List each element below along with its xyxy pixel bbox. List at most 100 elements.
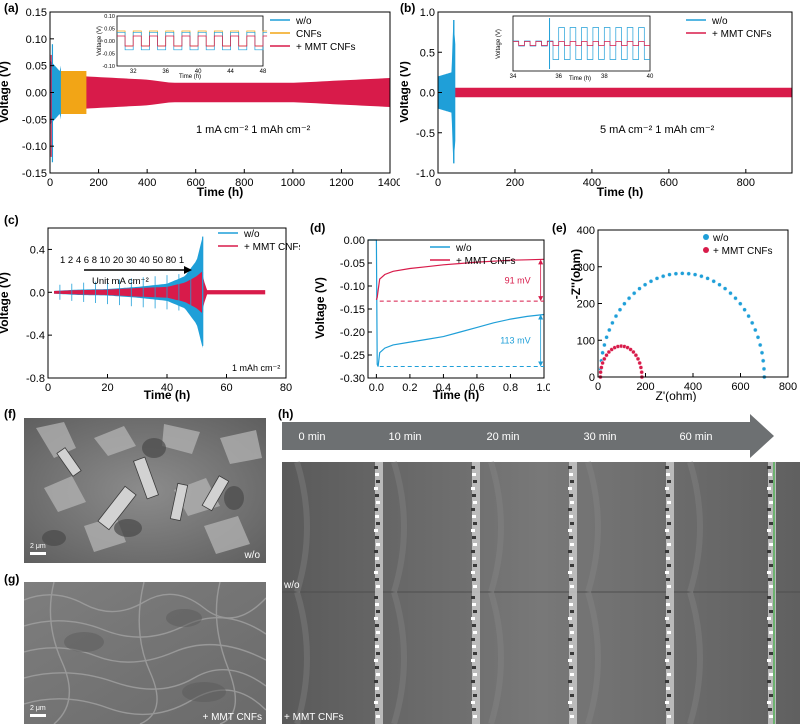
- panel-h-dendrite-speck: [768, 687, 772, 690]
- panel-c-unit-label: Unit mA cm⁻²: [92, 276, 149, 287]
- panel-h-dendrite-speck: [767, 508, 771, 511]
- panel-h-dendrite-speck: [471, 487, 475, 490]
- panel-d-xlabel: Time (h): [433, 388, 479, 402]
- panel-d-legend-label: w/o: [455, 243, 472, 254]
- panel-h-dendrite-speck: [767, 680, 771, 683]
- panel-h-band-shade: [585, 591, 601, 724]
- panel-g-scale-bar: [30, 714, 46, 717]
- panel-h-dendrite-speck: [376, 480, 380, 483]
- panel-h-dendrite-speck: [665, 659, 669, 662]
- panel-a-ytick-label: 0.10: [26, 34, 47, 46]
- panel-h-dendrite-speck: [473, 694, 477, 697]
- panel-e-point-mmt: [602, 356, 607, 362]
- panel-h-time-label: 20 min: [486, 431, 519, 443]
- panel-e-point-wo: [660, 273, 666, 279]
- panel-h-dendrite-speck: [667, 585, 671, 588]
- panel-h-dendrite-speck: [767, 659, 771, 662]
- panel-d-ylabel: Voltage (V): [313, 277, 327, 339]
- panel-h-time-labels: 0 min 10 min 20 min 30 min 60 min: [299, 431, 713, 443]
- panel-d-legend-label: + MMT CNFs: [456, 256, 516, 267]
- panel-e-ytick-label: 0: [589, 372, 595, 384]
- panel-h-dendrite-speck: [568, 701, 572, 704]
- panel-g-sample-label: + MMT CNFs: [202, 712, 262, 723]
- panel-h-dendrite-speck: [568, 680, 572, 683]
- panel-e-point-wo: [749, 320, 755, 326]
- panel-h-dendrite-speck: [374, 529, 378, 532]
- panel-b-legend-label: + MMT CNFs: [712, 29, 772, 40]
- panel-e-xlabel: Z'(ohm): [656, 389, 697, 402]
- panel-d-xtick-label: 0.4: [436, 382, 451, 394]
- panel-d-series-mmt: [375, 258, 545, 300]
- panel-e-point-wo: [680, 271, 685, 276]
- panel-h-dendrite-speck: [472, 687, 476, 690]
- panel-h-dendrite-speck: [472, 578, 476, 581]
- panel-h-dendrite-speck: [376, 673, 380, 676]
- panel-a-legend-label: CNFs: [296, 29, 322, 40]
- panel-e-point-wo: [642, 282, 648, 287]
- panel-h-dendrite-speck: [472, 557, 476, 560]
- panel-e-point-wo: [610, 320, 615, 326]
- panel-d-delta-label: 91 mV: [505, 275, 531, 285]
- panel-b-ytick-label: -0.5: [416, 128, 435, 140]
- panel-h-dendrite-speck: [666, 624, 670, 627]
- panel-h-dendrite-speck: [769, 480, 773, 483]
- panel-h-dendrite-speck: [473, 585, 477, 588]
- panel-c-xtick-label: 40: [161, 382, 173, 394]
- panel-a-ytick-label: 0.00: [26, 88, 47, 100]
- panel-a-series-mmtcnfs: [50, 75, 390, 110]
- panel-e-point-wo: [753, 327, 758, 333]
- panel-h-dendrite-speck: [665, 638, 669, 641]
- panel-h-dendrite-speck: [769, 631, 773, 634]
- panel-e-xtick-label: 600: [731, 381, 749, 393]
- panel-h-dendrite-speck: [374, 487, 378, 490]
- panel-h-dendrite-speck: [665, 701, 669, 704]
- panel-h-dendrite-speck: [374, 550, 378, 553]
- panel-a-inset-xtick: 32: [130, 69, 137, 75]
- panel-h-frames: [294, 461, 776, 724]
- panel-e-point-mmt: [604, 352, 609, 358]
- panel-a-inset-ytick: -0.05: [102, 52, 115, 58]
- panel-h-time-arrow: [282, 414, 774, 458]
- panel-h-dendrite-speck: [473, 610, 477, 613]
- panel-b-ytick-label: 0.0: [420, 88, 435, 100]
- panel-h-dendrite-speck: [667, 522, 671, 525]
- panel-b-inset-trace-mmt: [513, 41, 650, 46]
- panel-h-dendrite-speck: [473, 673, 477, 676]
- panel-h-band-shade: [391, 461, 407, 593]
- panel-h-dendrite-speck: [471, 571, 475, 574]
- panel-c-legend-label: + MMT CNFs: [244, 242, 300, 253]
- panel-d-xtick-label: 0.0: [369, 382, 384, 394]
- panel-e-point-wo: [622, 301, 627, 306]
- panel-e-ytick-label: 300: [577, 262, 595, 274]
- panel-a-inset-xtick: 36: [162, 69, 169, 75]
- panel-a-legend-label: w/o: [295, 16, 312, 27]
- panel-d-ytick-label: -0.30: [340, 373, 365, 385]
- panel-h-dendrite-speck: [375, 708, 379, 711]
- panel-d-yticks: 0.00 -0.05 -0.10 -0.15 -0.20 -0.25 -0.30: [340, 235, 372, 385]
- panel-e-ytick-label: 100: [577, 335, 595, 347]
- panel-b-legend: w/o + MMT CNFs: [686, 16, 772, 40]
- panel-h-dendrite-speck: [767, 571, 771, 574]
- panel-h-dendrite-speck: [568, 571, 572, 574]
- panel-e-point-wo: [705, 276, 710, 281]
- panel-e-point-wo: [760, 358, 766, 364]
- panel-h-dendrite-speck: [768, 536, 772, 539]
- panel-e-point-wo: [600, 350, 605, 356]
- panel-g-scale-text: 2 μm: [30, 705, 46, 712]
- panel-h-dendrite-speck: [472, 494, 476, 497]
- panel-b-xlabel: Time (h): [597, 185, 643, 199]
- panel-h-dendrite-speck: [473, 715, 477, 718]
- panel-c-rate-chart: (c) -0.8 -0.4 0.0 0.4 0 20 40 60 80 Voltage (V)…: [0, 213, 300, 402]
- panel-e-point-wo: [631, 290, 637, 296]
- panel-d-label: (d): [310, 221, 325, 235]
- panel-e-point-mmt: [599, 365, 604, 370]
- panel-c-ytick-label: -0.8: [26, 373, 45, 385]
- panel-b-ytick-label: 1.0: [420, 7, 435, 19]
- panel-h-electrode-edge: [375, 592, 383, 724]
- panel-b-ytick-label: 0.5: [420, 47, 435, 59]
- panel-e-point-wo: [711, 279, 716, 284]
- panel-h-dendrite-speck: [666, 473, 670, 476]
- panel-e-point-mmt: [600, 360, 605, 366]
- panel-e-ytick-label: 400: [577, 225, 595, 237]
- panel-h-dendrite-speck: [374, 617, 378, 620]
